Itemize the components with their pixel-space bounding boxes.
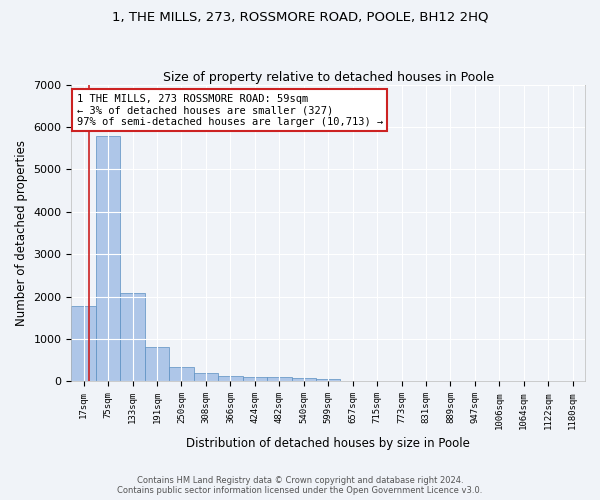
Bar — [169, 367, 194, 382]
Bar — [71, 306, 96, 382]
Text: 1 THE MILLS, 273 ROSSMORE ROAD: 59sqm
← 3% of detached houses are smaller (327)
: 1 THE MILLS, 273 ROSSMORE ROAD: 59sqm ← … — [77, 94, 383, 127]
Bar — [96, 136, 121, 382]
Bar — [218, 376, 242, 382]
Text: 1, THE MILLS, 273, ROSSMORE ROAD, POOLE, BH12 2HQ: 1, THE MILLS, 273, ROSSMORE ROAD, POOLE,… — [112, 10, 488, 23]
Y-axis label: Number of detached properties: Number of detached properties — [15, 140, 28, 326]
Title: Size of property relative to detached houses in Poole: Size of property relative to detached ho… — [163, 70, 494, 84]
Bar — [121, 293, 145, 382]
Bar — [145, 348, 169, 382]
Bar — [267, 377, 292, 382]
Bar — [292, 378, 316, 382]
Bar — [316, 378, 340, 382]
X-axis label: Distribution of detached houses by size in Poole: Distribution of detached houses by size … — [186, 437, 470, 450]
Text: Contains HM Land Registry data © Crown copyright and database right 2024.
Contai: Contains HM Land Registry data © Crown c… — [118, 476, 482, 495]
Bar — [242, 377, 267, 382]
Bar — [194, 374, 218, 382]
